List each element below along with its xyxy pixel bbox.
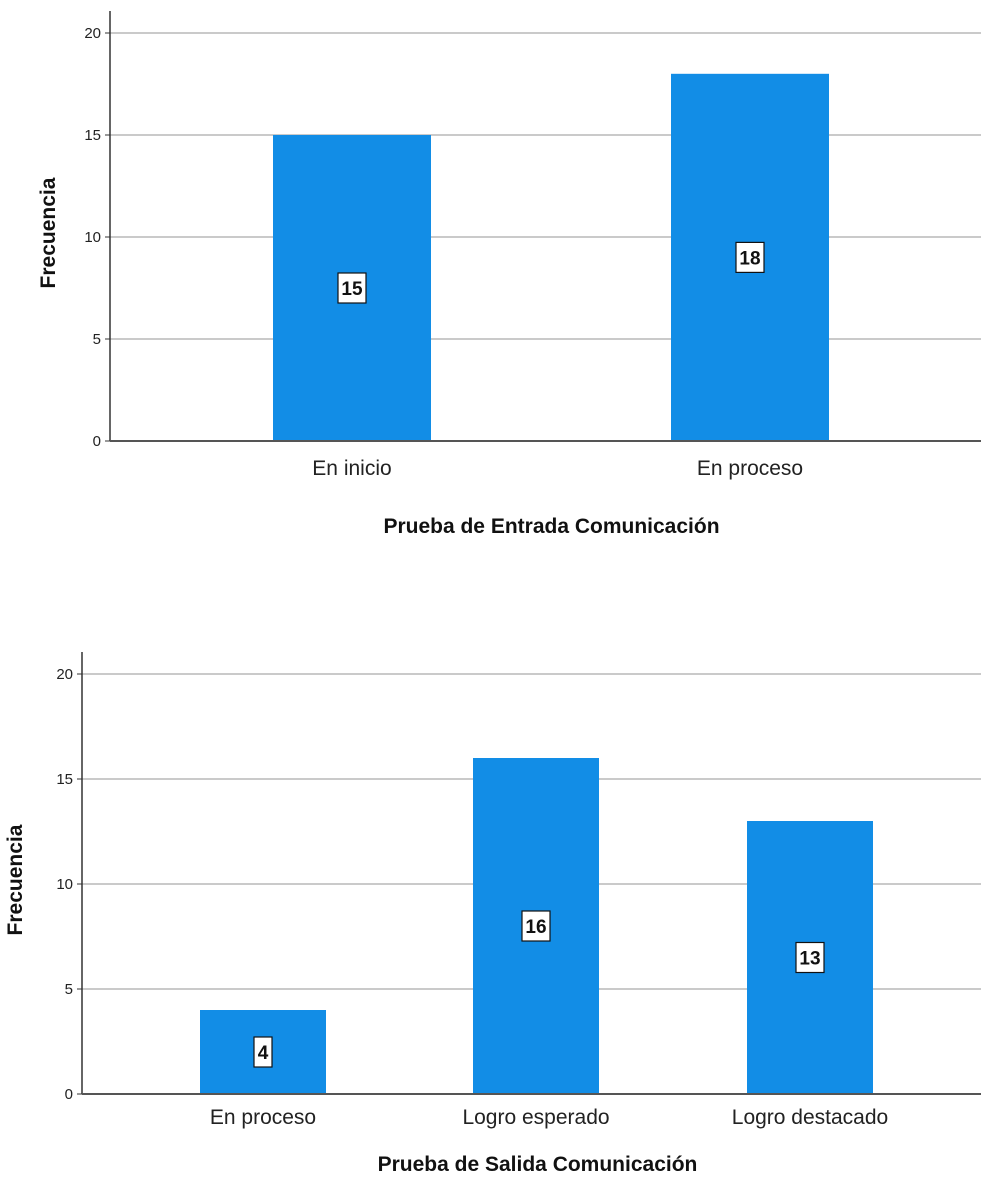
y-tick-label: 5 <box>65 981 73 998</box>
y-axis-title: Frecuencia <box>4 824 27 935</box>
data-label-box <box>337 272 367 304</box>
data-label: 18 <box>739 248 760 269</box>
y-tick-label: 10 <box>84 229 101 246</box>
data-label: 15 <box>341 279 363 300</box>
data-label-box <box>735 241 765 273</box>
y-tick-label: 15 <box>56 771 73 788</box>
y-tick-label: 5 <box>93 331 101 348</box>
x-category-label: Logro destacado <box>732 1106 888 1129</box>
y-tick-label: 15 <box>84 127 101 144</box>
data-label-box <box>795 941 825 974</box>
y-tick-label: 0 <box>93 433 101 450</box>
x-category-label: Logro esperado <box>462 1106 609 1129</box>
chart-salida-svg: 0 5 10 15 20 4 En proceso 16 Logro esperado 13 Log… <box>4 652 981 1176</box>
x-axis-title: Prueba de Entrada Comunicación <box>383 515 719 538</box>
data-label: 4 <box>258 1043 269 1064</box>
y-tick-label: 20 <box>84 25 101 42</box>
y-tick-label: 0 <box>65 1086 73 1103</box>
data-label: 16 <box>525 917 546 938</box>
x-axis-title: Prueba de Salida Comunicación <box>378 1153 698 1176</box>
x-category-label: En inicio <box>312 457 391 480</box>
data-label-box <box>521 910 551 942</box>
chart-entrada-svg: 0 5 10 15 20 15 En inicio 18 En proceso Prueba de… <box>37 11 981 538</box>
x-category-label: En proceso <box>210 1106 316 1129</box>
y-tick-label: 10 <box>56 876 73 893</box>
data-label: 13 <box>799 949 820 970</box>
x-category-label: En proceso <box>697 457 803 480</box>
chart-salida: 0 5 10 15 20 4 En proceso 16 Logro esperado 13 Log… <box>0 640 981 1182</box>
chart-entrada: 0 5 10 15 20 15 En inicio 18 En proceso Prueba de… <box>0 0 981 560</box>
data-label-box <box>253 1036 273 1068</box>
y-tick-label: 20 <box>56 666 73 683</box>
y-axis-title: Frecuencia <box>37 177 60 288</box>
